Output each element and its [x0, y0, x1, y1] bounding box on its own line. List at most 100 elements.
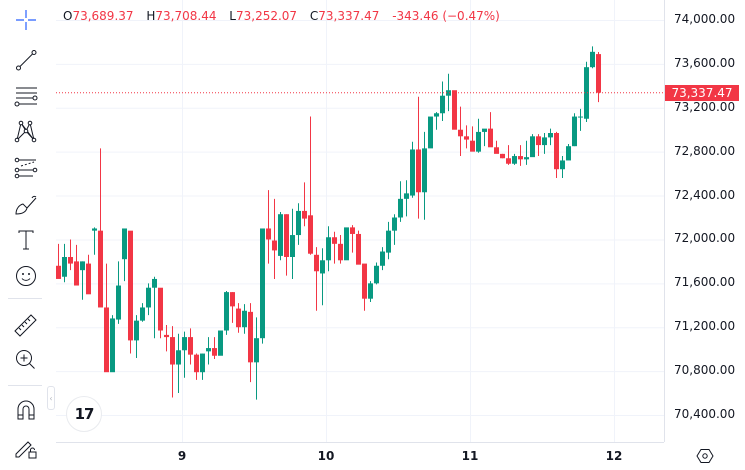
candlestick-chart: [20, 0, 664, 442]
candle-body: [68, 257, 73, 264]
candle-body: [536, 136, 541, 146]
candle-body: [224, 292, 229, 331]
candle-body: [482, 128, 487, 132]
price-axis[interactable]: 74,000.00 73,600.00 73,200.00 72,800.00 …: [664, 0, 745, 442]
fib-retracement-icon: [14, 157, 38, 179]
candle-body: [512, 156, 517, 164]
chart-pane[interactable]: [20, 0, 664, 442]
candle-body: [230, 292, 235, 307]
zoom-in-tool-button[interactable]: [9, 345, 43, 375]
candle-body: [458, 129, 463, 137]
candle-body: [206, 348, 211, 352]
price-tick: 70,400.00: [674, 407, 736, 421]
lock-drawings-tool-button[interactable]: [9, 432, 43, 462]
toolbar-collapse-button[interactable]: ‹: [47, 386, 55, 410]
time-tick: 9: [177, 449, 187, 463]
open-value: 73,689.37: [72, 9, 134, 23]
candle-body: [128, 230, 133, 341]
low-value: 73,252.07: [235, 9, 298, 23]
ruler-icon: [14, 314, 37, 337]
emoji-tool-button[interactable]: [9, 261, 43, 291]
candle-body: [320, 260, 325, 274]
high-key: H: [146, 9, 156, 23]
candle-body: [362, 263, 367, 299]
price-tick: 71,600.00: [674, 275, 736, 289]
pattern-icon: [14, 120, 37, 143]
candle-body: [104, 307, 109, 373]
magnet-tool-button[interactable]: [9, 395, 43, 425]
emoji-icon: [16, 266, 36, 286]
open-key: O: [63, 9, 73, 23]
candle-body: [110, 318, 115, 373]
candle-body: [92, 228, 97, 231]
candle-body: [584, 67, 589, 119]
settings-icon[interactable]: [696, 447, 714, 465]
candle-body: [572, 116, 577, 147]
candle-body: [176, 350, 181, 365]
candle-body: [80, 261, 85, 271]
candle-body: [374, 265, 379, 284]
candle-body: [332, 237, 337, 244]
magnet-icon: [17, 400, 35, 420]
candle-body: [422, 148, 427, 193]
candle-body: [596, 54, 601, 93]
candle-body: [254, 338, 259, 363]
text-tool-button[interactable]: [9, 225, 43, 255]
candle-body: [338, 243, 343, 261]
horizontal-lines-tool-button[interactable]: [9, 81, 43, 111]
text-icon: [18, 230, 34, 250]
candle-body: [464, 136, 469, 140]
candle-body: [98, 230, 103, 308]
ruler-tool-button[interactable]: [9, 310, 43, 340]
candle-body: [410, 149, 415, 196]
close-value: 73,337.47: [318, 9, 380, 23]
drawing-toolbar: [0, 0, 48, 470]
candle-body: [488, 128, 493, 148]
current-price-badge: 73,337.47: [665, 84, 739, 101]
crosshair-icon: [16, 10, 36, 30]
crosshair-tool-button[interactable]: [9, 5, 43, 35]
candle-body: [194, 354, 199, 373]
candle-body: [428, 116, 433, 149]
horizontal-lines-icon: [14, 87, 38, 107]
candle-body: [212, 348, 217, 356]
candle-body: [326, 237, 331, 261]
candle-body: [578, 116, 583, 118]
pattern-tool-button[interactable]: [9, 116, 43, 146]
price-tick: 72,800.00: [674, 144, 736, 158]
candle-body: [416, 149, 421, 193]
candle-body: [296, 210, 301, 236]
candle-body: [524, 157, 529, 160]
high-value: 73,708.44: [155, 9, 217, 23]
price-tick: 70,800.00: [674, 363, 736, 377]
price-tick: 74,000.00: [674, 12, 736, 26]
candle-body: [248, 311, 253, 363]
candle-body: [560, 160, 565, 170]
tradingview-logo[interactable]: 17: [66, 396, 102, 432]
candle-body: [380, 251, 385, 266]
candle-body: [554, 133, 559, 170]
candle-body: [356, 233, 361, 265]
candle-body: [218, 330, 223, 356]
candle-body: [518, 156, 523, 160]
fib-retracement-tool-button[interactable]: [9, 154, 43, 184]
candle-body: [140, 307, 145, 321]
toolbar-divider: [8, 298, 42, 299]
candle-body: [392, 217, 397, 231]
candle-body: [530, 136, 535, 158]
candle-body: [272, 240, 277, 251]
time-axis[interactable]: 9 10 11 12: [56, 442, 664, 470]
candle-body: [200, 353, 205, 373]
candle-body: [404, 193, 409, 199]
candle-body: [146, 287, 151, 308]
candle-body: [590, 51, 595, 68]
price-tick: 72,000.00: [674, 231, 736, 245]
candle-body: [308, 215, 313, 254]
trend-line-tool-button[interactable]: [9, 45, 43, 75]
candle-body: [476, 131, 481, 152]
candle-body: [500, 153, 505, 159]
price-tick: 72,400.00: [674, 188, 736, 202]
low-key: L: [229, 9, 236, 23]
toolbar-divider: [8, 385, 42, 386]
brush-tool-button[interactable]: [9, 190, 43, 220]
